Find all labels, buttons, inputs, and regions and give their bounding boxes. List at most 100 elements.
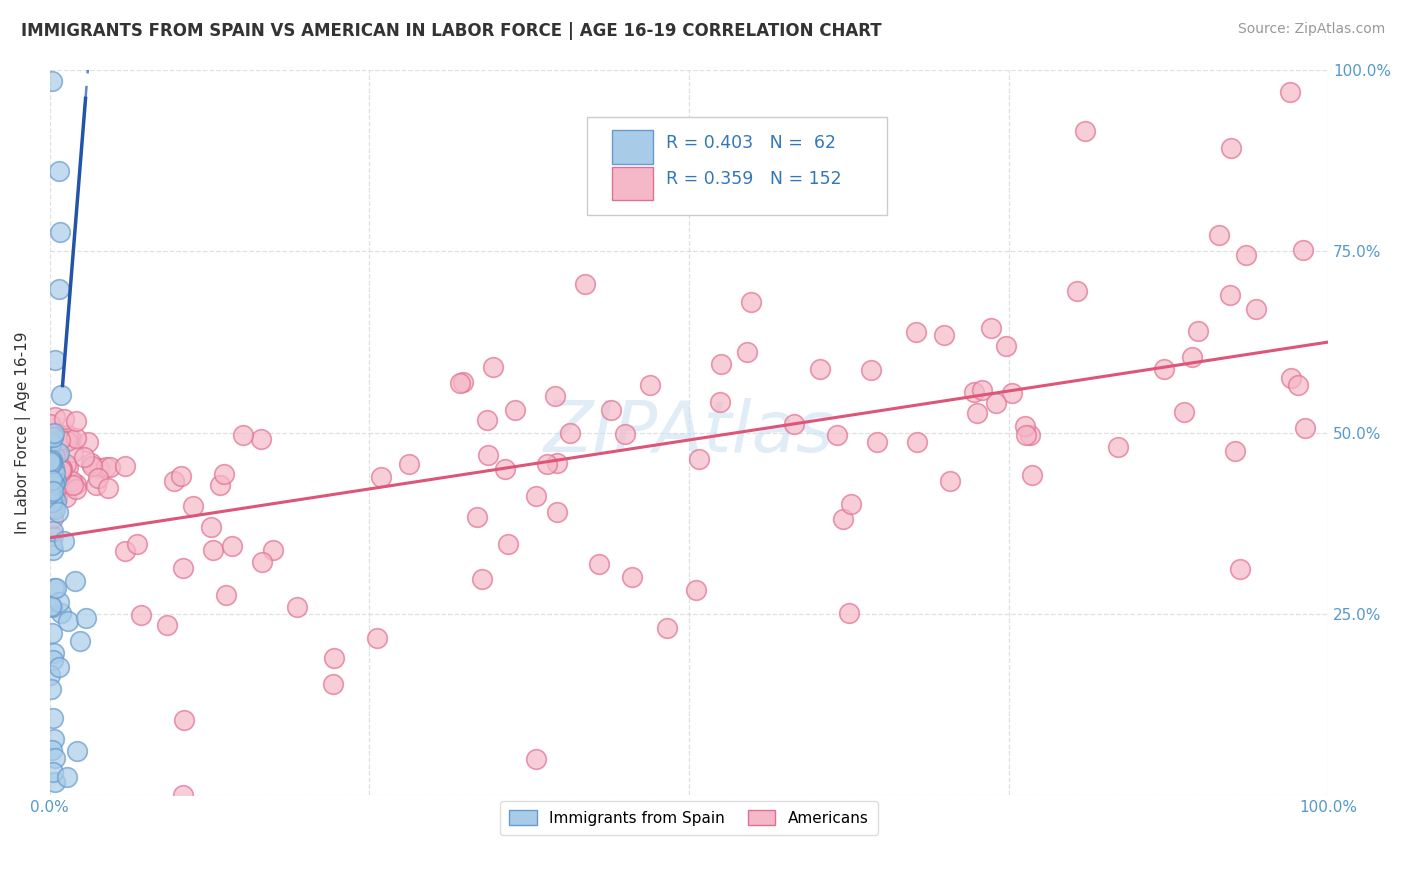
Point xyxy=(536,457,558,471)
Point xyxy=(39,459,62,474)
Point xyxy=(62,478,84,492)
Point xyxy=(477,448,499,462)
Point xyxy=(44,581,66,595)
Point xyxy=(42,489,65,503)
Point xyxy=(638,378,661,392)
FancyBboxPatch shape xyxy=(612,167,654,200)
Point xyxy=(1278,85,1301,99)
Point xyxy=(970,384,993,398)
Point xyxy=(41,456,63,470)
Point xyxy=(65,414,87,428)
Point xyxy=(599,402,621,417)
Point xyxy=(45,474,67,488)
Point xyxy=(839,497,862,511)
Point xyxy=(42,511,65,525)
Point xyxy=(471,572,494,586)
Point xyxy=(370,469,392,483)
Point xyxy=(125,536,148,550)
Point xyxy=(41,743,63,757)
Point xyxy=(1246,302,1268,317)
Point xyxy=(48,282,70,296)
Point xyxy=(41,494,63,508)
Point xyxy=(262,543,284,558)
Point xyxy=(59,433,82,447)
Point xyxy=(1279,371,1302,385)
Point xyxy=(905,325,928,339)
Point xyxy=(39,459,62,474)
Point xyxy=(46,449,69,463)
Point xyxy=(655,621,678,635)
Text: Source: ZipAtlas.com: Source: ZipAtlas.com xyxy=(1237,22,1385,37)
Point xyxy=(41,483,63,497)
Point xyxy=(1019,427,1042,442)
Point xyxy=(215,588,238,602)
Point xyxy=(41,626,63,640)
Point xyxy=(41,481,63,495)
Point xyxy=(62,445,84,459)
Point xyxy=(39,456,62,470)
Point xyxy=(1229,562,1251,576)
Point xyxy=(41,653,63,667)
Point xyxy=(477,413,499,427)
Point xyxy=(498,536,520,550)
Point xyxy=(45,491,67,505)
Point xyxy=(97,481,120,495)
Point xyxy=(42,483,65,498)
Point xyxy=(44,483,66,498)
Point xyxy=(46,477,69,491)
Point xyxy=(65,431,87,445)
Point xyxy=(963,384,986,399)
Point xyxy=(322,650,344,665)
Point xyxy=(42,765,65,780)
Point xyxy=(838,606,860,620)
Point xyxy=(49,463,72,477)
Point xyxy=(1286,378,1309,392)
Point xyxy=(735,344,758,359)
Point xyxy=(482,360,505,375)
Point xyxy=(56,770,79,784)
Point xyxy=(832,512,855,526)
Point xyxy=(825,427,848,442)
Point xyxy=(250,555,273,569)
Point xyxy=(398,457,420,471)
Point xyxy=(39,682,62,697)
Point xyxy=(69,634,91,648)
Point xyxy=(38,417,60,432)
Point xyxy=(546,505,568,519)
Point xyxy=(49,476,72,491)
Point xyxy=(1181,350,1204,364)
Point xyxy=(98,459,121,474)
Point xyxy=(65,476,87,491)
Point xyxy=(49,387,72,401)
Point xyxy=(1015,428,1038,442)
Point xyxy=(56,434,79,449)
Point xyxy=(44,476,66,491)
Point xyxy=(52,411,75,425)
Point xyxy=(76,434,98,449)
Point xyxy=(214,467,236,482)
Point xyxy=(808,362,831,376)
Point xyxy=(451,375,474,389)
Point xyxy=(56,459,79,474)
Point xyxy=(1187,324,1209,338)
Point xyxy=(170,469,193,483)
Point xyxy=(39,485,62,500)
Point xyxy=(980,321,1002,335)
Point xyxy=(44,491,66,506)
Point xyxy=(80,457,103,471)
Point xyxy=(80,459,103,474)
Point xyxy=(86,478,108,492)
Point xyxy=(114,544,136,558)
Point xyxy=(1153,361,1175,376)
Point xyxy=(41,473,63,487)
Point xyxy=(1219,141,1241,155)
Point xyxy=(685,583,707,598)
Point xyxy=(41,538,63,552)
Point xyxy=(621,570,644,584)
Point xyxy=(905,434,928,449)
Point xyxy=(544,389,567,403)
Point xyxy=(994,339,1017,353)
Point xyxy=(96,459,118,474)
Point xyxy=(782,417,804,432)
Point xyxy=(44,466,66,480)
